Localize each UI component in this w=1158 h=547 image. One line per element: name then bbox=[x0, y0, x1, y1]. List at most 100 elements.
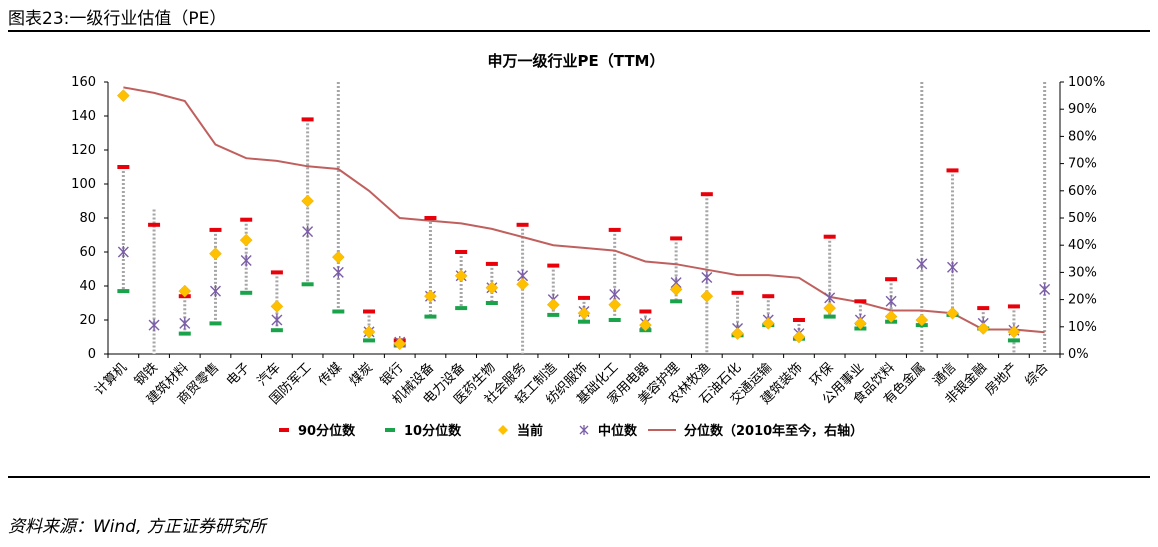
p90-marker bbox=[516, 222, 529, 227]
current-marker bbox=[239, 233, 253, 247]
category-label: 综合 bbox=[1022, 360, 1051, 389]
p90-marker bbox=[885, 277, 898, 282]
current-marker bbox=[1007, 325, 1021, 339]
p90-marker bbox=[117, 165, 130, 169]
p10-marker bbox=[332, 309, 345, 314]
y-left-tick-label: 0 bbox=[88, 347, 96, 362]
y-left-tick-label: 140 bbox=[71, 109, 96, 124]
current-marker bbox=[731, 327, 744, 340]
p90-marker bbox=[731, 290, 744, 295]
y-right-tick-label: 80% bbox=[1068, 129, 1097, 144]
p10-marker bbox=[209, 321, 222, 326]
p90-marker bbox=[977, 306, 990, 311]
p90-marker bbox=[792, 318, 805, 322]
category-label: 房地产 bbox=[982, 360, 1021, 399]
legend-swatch bbox=[279, 428, 289, 432]
p10-marker bbox=[424, 314, 437, 319]
median-marker bbox=[209, 285, 221, 298]
p10-marker bbox=[178, 331, 191, 336]
category-label: 计算机 bbox=[92, 360, 130, 398]
current-marker bbox=[331, 250, 345, 264]
current-marker bbox=[946, 306, 959, 320]
y-left-tick-label: 120 bbox=[71, 143, 96, 158]
median-marker bbox=[885, 295, 897, 308]
p10-marker bbox=[117, 289, 130, 294]
legend-swatch bbox=[498, 425, 508, 435]
current-marker bbox=[393, 337, 407, 351]
category-label: 电子 bbox=[224, 360, 253, 389]
legend-label: 分位数（2010年至今，右轴） bbox=[684, 423, 863, 439]
median-marker bbox=[916, 257, 928, 270]
current-marker bbox=[639, 318, 652, 332]
p90-marker bbox=[608, 227, 621, 232]
current-marker bbox=[516, 277, 529, 291]
y-right-tick-label: 100% bbox=[1068, 75, 1105, 90]
y-right-tick-label: 30% bbox=[1068, 265, 1097, 280]
current-marker bbox=[270, 300, 284, 313]
p90-marker bbox=[209, 227, 222, 232]
median-marker bbox=[332, 266, 344, 279]
p10-marker bbox=[363, 338, 376, 343]
current-marker bbox=[178, 284, 192, 298]
p10-marker bbox=[455, 306, 468, 311]
y-right-tick-label: 20% bbox=[1068, 293, 1097, 308]
y-right-tick-label: 40% bbox=[1068, 238, 1097, 253]
median-marker bbox=[1039, 283, 1051, 296]
median-marker bbox=[701, 271, 713, 284]
chart-title: 申万一级行业PE（TTM） bbox=[488, 52, 665, 70]
p90-marker bbox=[762, 294, 775, 299]
legend-label: 当前 bbox=[517, 423, 543, 439]
p10-marker bbox=[670, 299, 683, 304]
source-note: 资料来源：Wind, 方正证券研究所 bbox=[8, 517, 266, 537]
median-marker bbox=[947, 261, 959, 274]
y-left-tick-label: 20 bbox=[79, 313, 96, 328]
median-marker bbox=[179, 317, 191, 330]
p90-marker bbox=[854, 299, 867, 304]
median-marker bbox=[302, 225, 314, 238]
pe-chart: 申万一级行业PE（TTM） 0 20 40 60 80 100 120 140 160 0% 10%… bbox=[71, 52, 1105, 439]
current-marker bbox=[362, 325, 376, 339]
y-right-tick-label: 70% bbox=[1068, 157, 1097, 172]
current-marker bbox=[792, 330, 806, 344]
axes: 0 20 40 60 80 100 120 140 160 0% 10% 20% 30% 40% 50% 60… bbox=[71, 75, 1105, 362]
current-marker bbox=[117, 89, 130, 102]
p10-marker bbox=[485, 301, 498, 305]
p90-marker bbox=[639, 309, 652, 314]
p90-marker bbox=[700, 192, 713, 197]
current-marker bbox=[884, 310, 898, 323]
y-left-tick-label: 100 bbox=[71, 177, 96, 192]
current-marker bbox=[761, 317, 775, 330]
p10-marker bbox=[547, 312, 560, 317]
current-marker bbox=[854, 317, 867, 330]
p90-marker bbox=[1007, 304, 1020, 309]
p90-marker bbox=[823, 234, 836, 239]
current-marker bbox=[546, 298, 560, 312]
y-right-tick-label: 50% bbox=[1068, 211, 1097, 226]
figure-title: 图表23:一级行业估值（PE） bbox=[8, 9, 227, 29]
p90-marker bbox=[485, 261, 498, 266]
top-rule bbox=[8, 30, 1150, 32]
current-marker bbox=[669, 283, 683, 296]
legend-label: 中位数 bbox=[598, 423, 638, 439]
current-marker bbox=[976, 322, 990, 335]
p90-marker bbox=[363, 309, 376, 314]
p90-marker bbox=[670, 236, 683, 241]
current-marker bbox=[485, 281, 499, 295]
y-left-tick-label: 160 bbox=[71, 75, 96, 90]
p90-marker bbox=[301, 117, 314, 122]
p90-marker bbox=[270, 270, 283, 275]
percentile-line bbox=[123, 86, 1045, 334]
legend-swatch bbox=[579, 425, 589, 435]
median-marker bbox=[240, 254, 252, 267]
category-label: 传媒 bbox=[316, 360, 345, 389]
legend-label: 10分位数 bbox=[404, 423, 462, 439]
category-label: 煤炭 bbox=[347, 360, 376, 389]
median-marker bbox=[271, 314, 283, 326]
legend-label: 90分位数 bbox=[298, 423, 356, 439]
current-marker bbox=[301, 194, 314, 208]
p10-marker bbox=[270, 328, 283, 333]
y-right-tick-label: 60% bbox=[1068, 184, 1097, 199]
current-marker bbox=[454, 269, 468, 283]
p10-marker bbox=[823, 314, 836, 319]
current-marker bbox=[577, 306, 591, 320]
